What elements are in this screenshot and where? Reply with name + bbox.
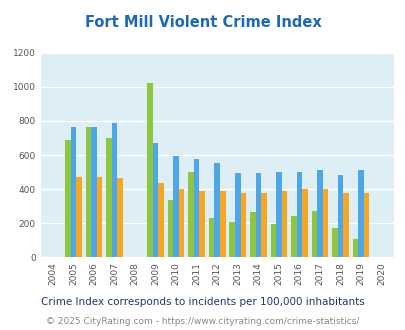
Bar [270,224,275,257]
Bar [229,222,234,257]
Bar [260,193,266,257]
Bar [275,172,281,257]
Bar [85,127,91,257]
Bar [173,156,179,257]
Bar [281,191,286,257]
Bar [255,173,260,257]
Bar [158,183,164,257]
Bar [194,159,199,257]
Bar [249,212,255,257]
Bar [209,218,214,257]
Bar [234,173,240,257]
Bar [296,172,301,257]
Bar [199,191,205,257]
Bar [311,212,316,257]
Bar [214,163,220,257]
Bar [106,138,111,257]
Bar [337,175,342,257]
Bar [331,228,337,257]
Bar [65,140,70,257]
Text: Crime Index corresponds to incidents per 100,000 inhabitants: Crime Index corresponds to incidents per… [41,297,364,307]
Bar [290,215,296,257]
Bar [167,200,173,257]
Bar [352,240,357,257]
Bar [70,127,76,257]
Bar [357,170,363,257]
Bar [322,189,327,257]
Bar [152,143,158,257]
Bar [220,191,225,257]
Bar [316,170,322,257]
Text: Fort Mill Violent Crime Index: Fort Mill Violent Crime Index [84,15,321,30]
Bar [179,189,184,257]
Bar [147,82,152,257]
Bar [91,127,96,257]
Bar [117,178,123,257]
Bar [96,177,102,257]
Bar [76,177,81,257]
Bar [363,193,369,257]
Bar [301,189,307,257]
Bar [342,193,348,257]
Bar [111,123,117,257]
Bar [240,193,245,257]
Bar [188,172,194,257]
Text: © 2025 CityRating.com - https://www.cityrating.com/crime-statistics/: © 2025 CityRating.com - https://www.city… [46,317,359,326]
